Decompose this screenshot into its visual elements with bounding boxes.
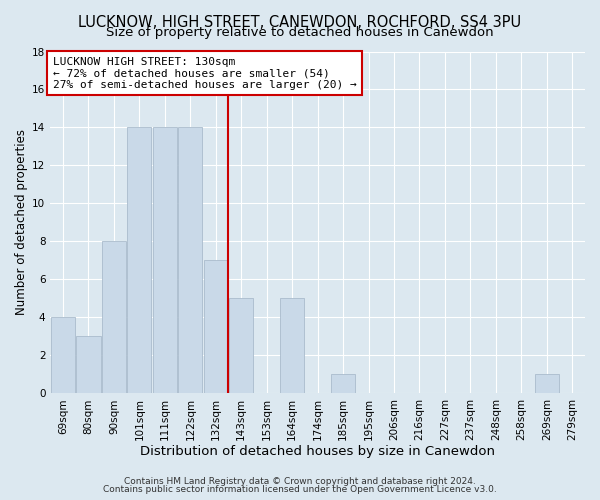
Bar [280, 298, 304, 394]
Bar [153, 128, 177, 394]
Bar [102, 242, 126, 394]
Bar [51, 318, 75, 394]
Text: Contains HM Land Registry data © Crown copyright and database right 2024.: Contains HM Land Registry data © Crown c… [124, 477, 476, 486]
Text: LUCKNOW HIGH STREET: 130sqm
← 72% of detached houses are smaller (54)
27% of sem: LUCKNOW HIGH STREET: 130sqm ← 72% of det… [53, 56, 357, 90]
Bar [203, 260, 228, 394]
Bar [178, 128, 202, 394]
Y-axis label: Number of detached properties: Number of detached properties [15, 130, 28, 316]
Bar [127, 128, 151, 394]
Bar [76, 336, 101, 394]
Bar [229, 298, 253, 394]
Text: LUCKNOW, HIGH STREET, CANEWDON, ROCHFORD, SS4 3PU: LUCKNOW, HIGH STREET, CANEWDON, ROCHFORD… [79, 15, 521, 30]
Bar [535, 374, 559, 394]
Text: Contains public sector information licensed under the Open Government Licence v3: Contains public sector information licen… [103, 484, 497, 494]
X-axis label: Distribution of detached houses by size in Canewdon: Distribution of detached houses by size … [140, 444, 495, 458]
Text: Size of property relative to detached houses in Canewdon: Size of property relative to detached ho… [106, 26, 494, 39]
Bar [331, 374, 355, 394]
